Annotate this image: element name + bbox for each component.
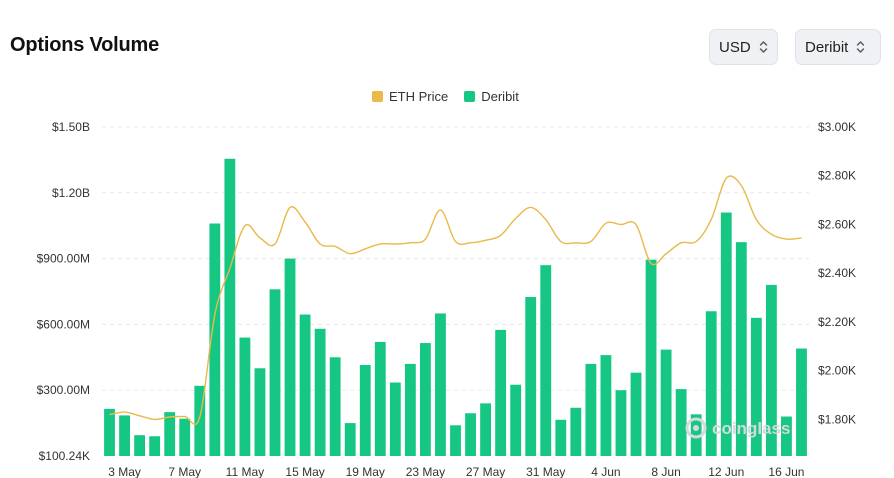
volume-bar[interactable] [690,414,702,456]
volume-bar[interactable] [570,407,582,456]
volume-bar[interactable] [600,355,612,456]
volume-bar[interactable] [299,314,311,456]
y-right-tick-label: $2.00K [818,364,856,378]
volume-bar[interactable] [510,384,522,456]
x-tick-label: 12 Jun [708,465,744,478]
x-tick-label: 27 May [466,465,505,478]
legend-label-eth-price: ETH Price [389,89,449,104]
volume-bar[interactable] [119,415,130,456]
legend-item-eth-price[interactable]: ETH Price [372,89,448,104]
coinglass-logo-icon [685,417,707,439]
volume-bars [104,158,807,456]
y-right-tick-label: $2.40K [818,266,856,280]
legend-swatch-deribit [464,91,476,102]
volume-bar[interactable] [585,363,597,456]
x-tick-label: 11 May [226,465,264,478]
y-right-tick-label: $3.00K [818,120,856,134]
volume-bar[interactable] [104,408,115,456]
x-tick-label: 4 Jun [591,465,620,478]
eth-price-line [109,175,802,426]
volume-bar[interactable] [389,382,401,456]
y-left-tick-label: $300.00M [37,383,90,397]
currency-select-label: USD [719,38,751,56]
volume-bar[interactable] [750,317,762,456]
x-tick-label: 23 May [406,465,445,478]
chevron-up-down-icon [759,40,768,54]
volume-bar[interactable] [796,348,807,456]
x-tick-label: 15 May [285,465,324,478]
volume-bar[interactable] [495,329,507,456]
legend-item-deribit[interactable]: Deribit [464,89,519,104]
y-right-tick-label: $2.20K [818,315,856,329]
volume-bar[interactable] [630,372,642,456]
volume-bar[interactable] [269,289,281,456]
x-tick-label: 8 Jun [651,465,680,478]
y-right-tick-label: $2.60K [818,217,856,231]
volume-bar[interactable] [404,363,416,456]
axis-labels: $100.24K $300.00M $600.00M $900.00M $1.20B $1… [37,120,856,478]
y-right-tick-label: $2.80K [818,169,856,183]
volume-bar[interactable] [314,328,326,456]
volume-bar[interactable] [525,296,537,456]
y-left-tick-label: $100.24K [39,449,90,463]
volume-bar[interactable] [615,390,627,456]
exchange-select-label: Deribit [805,38,849,56]
volume-bar[interactable] [720,212,732,456]
volume-bar[interactable] [465,413,476,456]
coinglass-watermark: coinglass [685,417,790,439]
x-tick-label: 16 Jun [768,465,804,478]
volume-bar[interactable] [344,423,356,456]
volume-bar[interactable] [284,258,296,456]
x-tick-label: 7 May [168,465,201,478]
page-title: Options Volume [10,34,160,56]
volume-bar[interactable] [329,357,341,456]
x-tick-label: 31 May [526,465,565,478]
volume-bar[interactable] [239,337,251,456]
volume-bar[interactable] [555,419,567,456]
volume-bar[interactable] [179,418,191,456]
chevron-up-down-icon [856,40,865,54]
volume-bar[interactable] [149,436,161,456]
exchange-select[interactable]: Deribit [795,29,881,65]
volume-bar[interactable] [435,313,446,456]
y-left-tick-label: $1.20B [52,186,90,200]
y-right-tick-label: $1.80K [818,412,856,426]
currency-select[interactable]: USD [709,29,778,65]
grid-lines [102,126,809,391]
volume-bar[interactable] [224,158,236,456]
legend-swatch-eth-price [372,91,383,102]
chart-legend: ETH Price Deribit [372,89,535,104]
volume-bar[interactable] [480,403,492,456]
y-left-tick-label: $1.50B [52,120,90,134]
y-left-tick-label: $600.00M [37,317,90,331]
y-left-tick-label: $900.00M [37,252,90,266]
volume-bar[interactable] [735,242,747,456]
volume-bar[interactable] [419,343,431,456]
watermark-text: coinglass [712,419,790,438]
volume-bar[interactable] [209,223,221,456]
volume-bar[interactable] [660,349,672,456]
volume-bar[interactable] [705,311,717,456]
volume-bar[interactable] [765,284,777,456]
volume-bar[interactable] [540,265,552,456]
volume-bar[interactable] [450,425,461,456]
x-tick-label: 19 May [346,465,385,478]
x-tick-label: 3 May [108,465,141,478]
volume-bar[interactable] [254,368,266,456]
legend-label-deribit: Deribit [481,89,519,104]
volume-bar[interactable] [781,416,792,456]
volume-bar[interactable] [134,435,146,456]
eth-price-line-group [109,175,802,426]
volume-bar[interactable] [374,341,386,456]
volume-bar[interactable] [359,364,371,456]
volume-bar[interactable] [194,385,206,456]
volume-bar[interactable] [164,412,176,456]
volume-bar[interactable] [675,389,687,456]
volume-bar[interactable] [645,259,657,456]
